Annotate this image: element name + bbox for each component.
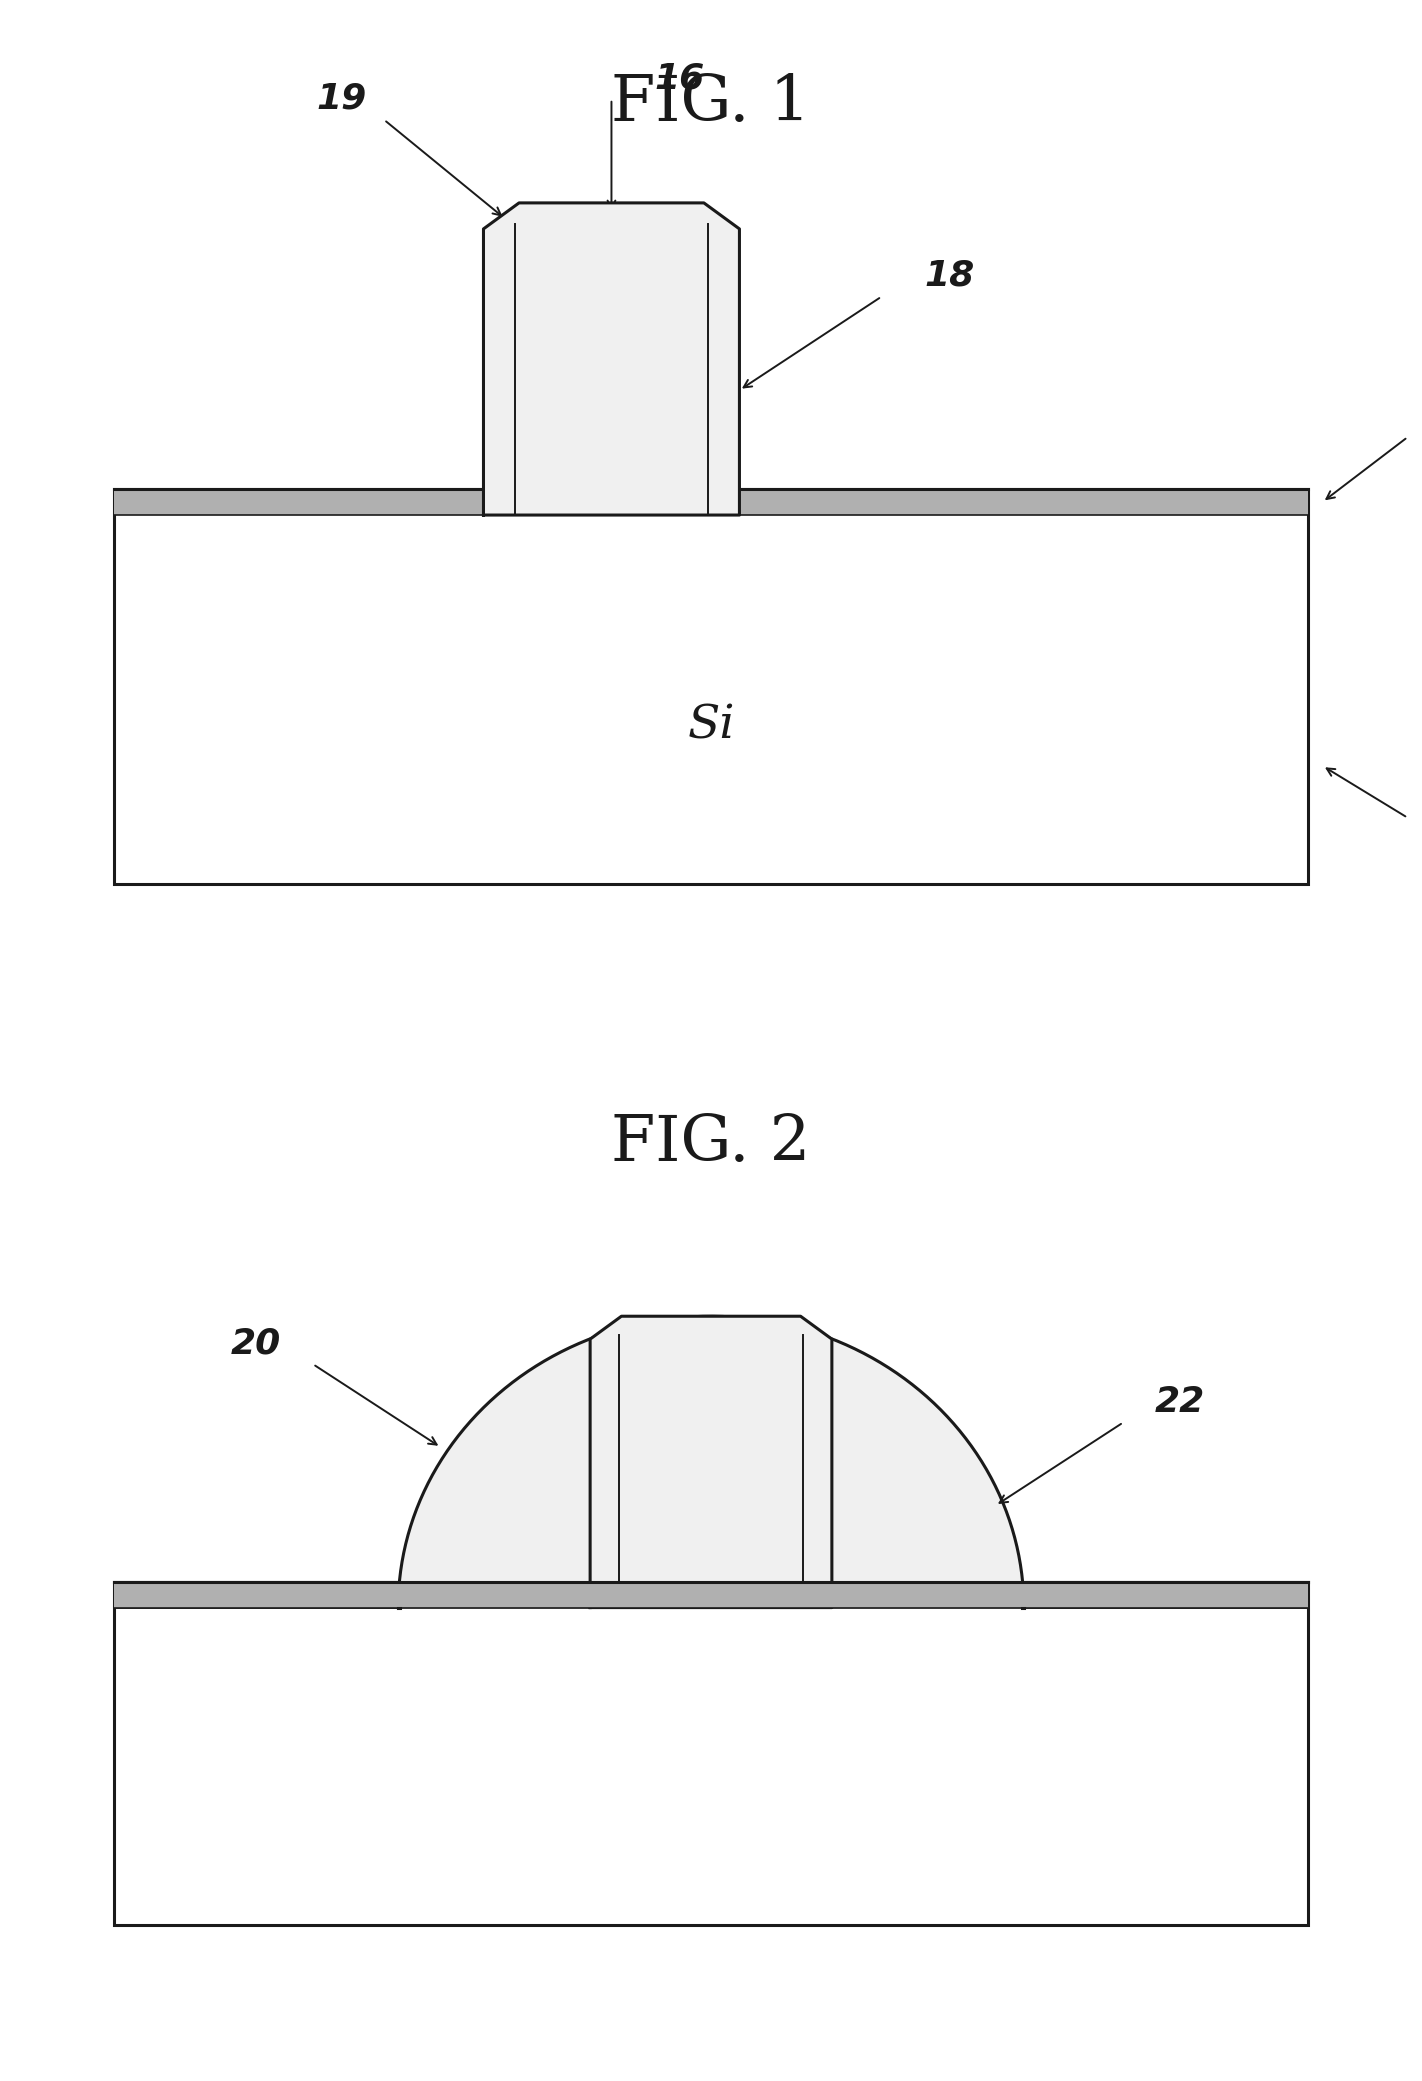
Text: Si: Si — [687, 703, 735, 749]
Polygon shape — [483, 204, 739, 516]
Bar — [114, 1582, 1308, 1925]
Text: 18: 18 — [924, 258, 974, 293]
Text: FIG. 1: FIG. 1 — [611, 73, 811, 133]
Bar — [114, 1582, 1308, 1607]
Polygon shape — [590, 1317, 832, 1607]
Bar — [114, 489, 1308, 516]
Bar — [114, 489, 1308, 884]
Bar — [114, 1582, 1308, 1607]
Text: 19: 19 — [316, 81, 367, 117]
Text: 22: 22 — [1155, 1384, 1206, 1419]
Text: 16: 16 — [654, 60, 704, 96]
Text: FIG. 2: FIG. 2 — [611, 1113, 811, 1174]
Text: 20: 20 — [230, 1326, 282, 1361]
